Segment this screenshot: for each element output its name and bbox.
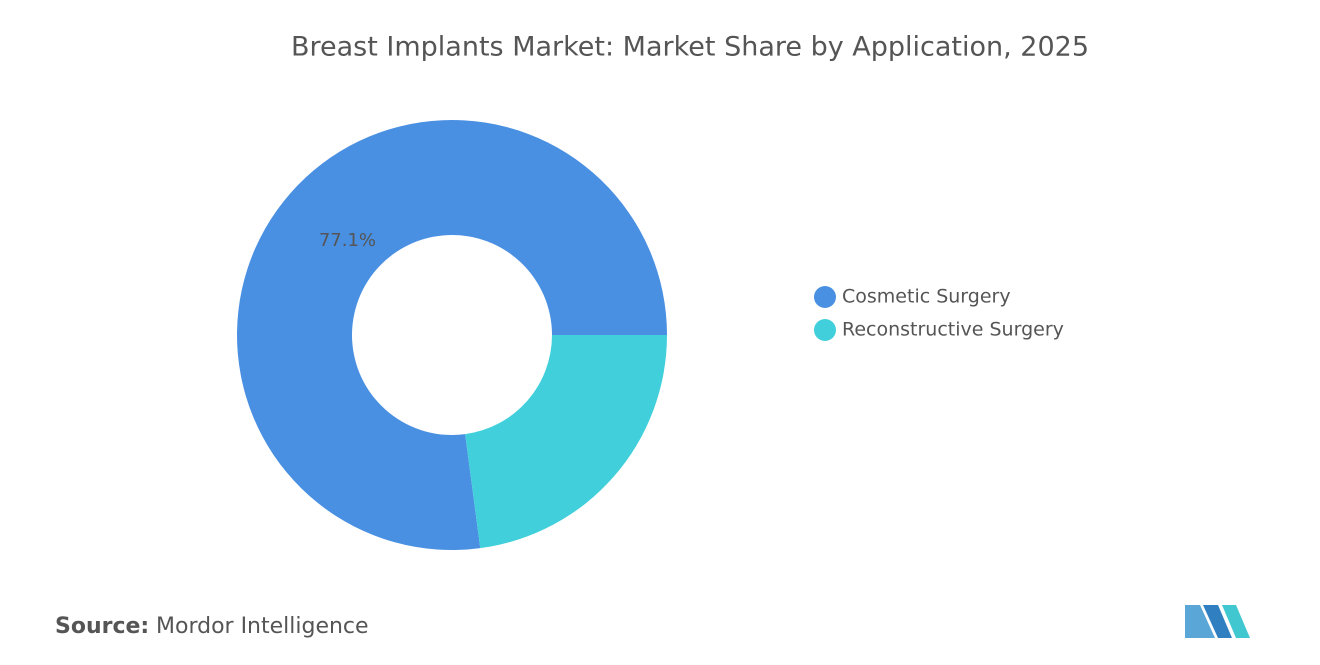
logo [1185, 605, 1250, 638]
logo-shape [1222, 605, 1250, 638]
logo-shape [1185, 605, 1215, 638]
logo-shape [1203, 605, 1232, 638]
legend-marker [814, 286, 836, 308]
donut-segment [465, 335, 667, 549]
legend-marker [814, 319, 836, 341]
data-label: 77.1% [319, 230, 376, 251]
legend-label: Reconstructive Surgery [842, 319, 1064, 341]
chart-title: Breast Implants Market: Market Share by … [291, 32, 1089, 63]
donut-segment [237, 120, 668, 551]
source-label: Source: [55, 614, 149, 639]
source: Mordor Intelligence [156, 614, 369, 639]
legend-label: Cosmetic Surgery [842, 286, 1011, 308]
